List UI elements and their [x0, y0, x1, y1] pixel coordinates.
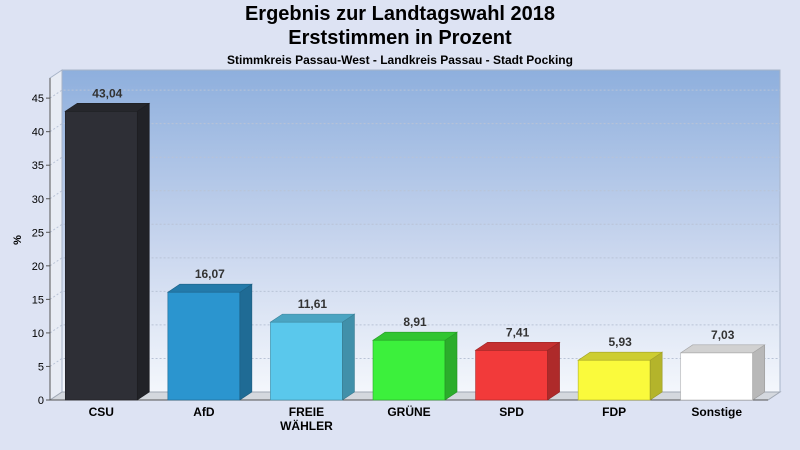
y-tick-label: 40 — [32, 127, 44, 139]
bar-front — [372, 339, 446, 401]
y-tick-label: 10 — [32, 328, 44, 340]
bar-spd: 7,41 — [474, 325, 561, 401]
bar-value-label: 16,07 — [195, 267, 225, 281]
bar-front — [577, 359, 651, 401]
bar-value-label: 7,41 — [506, 325, 530, 339]
bar-top — [679, 344, 766, 354]
bar-value-label: 7,03 — [711, 328, 735, 342]
grid-lines — [49, 89, 780, 367]
grid-line — [49, 324, 780, 334]
plot-left-wall — [49, 69, 63, 401]
chart-title: Ergebnis zur Landtagswahl 2018 — [244, 3, 556, 25]
x-tick-label: AfD — [193, 405, 215, 419]
grid-line — [49, 156, 780, 166]
x-tick-label: GRÜNE — [387, 404, 430, 419]
y-tick-label: 0 — [38, 395, 44, 407]
bar-value-label: 43,04 — [92, 86, 122, 100]
bar-front — [64, 110, 138, 401]
x-tick-label: FREIE — [289, 405, 324, 419]
bar-grüne: 8,91 — [372, 315, 458, 401]
bar-front — [475, 349, 548, 401]
grid-line — [49, 190, 780, 200]
y-tick-label: 30 — [32, 194, 44, 206]
y-tick-label: 15 — [32, 294, 44, 306]
y-tick-label: 35 — [32, 160, 44, 172]
grid-line — [49, 123, 780, 133]
bar-side — [239, 283, 253, 401]
y-tick-label: 20 — [32, 261, 44, 273]
bar-freie-wähler: 11,61 — [269, 297, 356, 401]
x-tick-label: CSU — [89, 405, 114, 419]
bar-top — [166, 283, 253, 293]
bar-side — [136, 102, 150, 401]
bar-top — [269, 313, 356, 323]
grid-line — [49, 223, 780, 233]
bar-value-label: 8,91 — [403, 315, 427, 329]
bar-top — [577, 351, 664, 361]
bar-top — [474, 341, 561, 351]
bar-csu: 43,04 — [64, 86, 151, 401]
y-axis-label: % — [12, 235, 24, 245]
x-tick-label: WÄHLER — [280, 418, 333, 433]
y-tick-label: 45 — [32, 93, 44, 105]
x-tick-label: Sonstige — [691, 405, 742, 419]
bar-sonstige: 7,03 — [679, 328, 766, 401]
bar-value-label: 5,93 — [608, 335, 632, 349]
grid-line — [49, 290, 780, 300]
bar-side — [547, 341, 560, 401]
bar-top — [64, 102, 151, 112]
grid-line — [49, 257, 780, 267]
x-tick-label: FDP — [602, 405, 626, 419]
bar-front — [167, 291, 241, 401]
bar-value-label: 11,61 — [298, 297, 328, 311]
y-tick-label: 25 — [32, 227, 44, 239]
bar-side — [444, 331, 458, 401]
grid-line — [49, 89, 780, 99]
bar-fdp: 5,93 — [577, 335, 664, 401]
x-tick-label: SPD — [499, 405, 524, 419]
bar-side — [342, 313, 355, 401]
bar-front — [680, 352, 754, 401]
bar-front — [270, 321, 343, 401]
bar-top — [372, 331, 458, 341]
y-tick-label: 5 — [38, 361, 44, 373]
bar-afd: 16,07 — [166, 267, 253, 401]
bar-side — [752, 344, 766, 401]
bars: 43,04 16,07 11,61 8,91 7,41 5,93 7,03 — [64, 86, 766, 401]
chart-subtitle: Erststimmen in Prozent — [288, 27, 512, 49]
chart-subtitle-region: Stimmkreis Passau-West - Landkreis Passa… — [227, 53, 573, 67]
bar-side — [649, 351, 663, 401]
